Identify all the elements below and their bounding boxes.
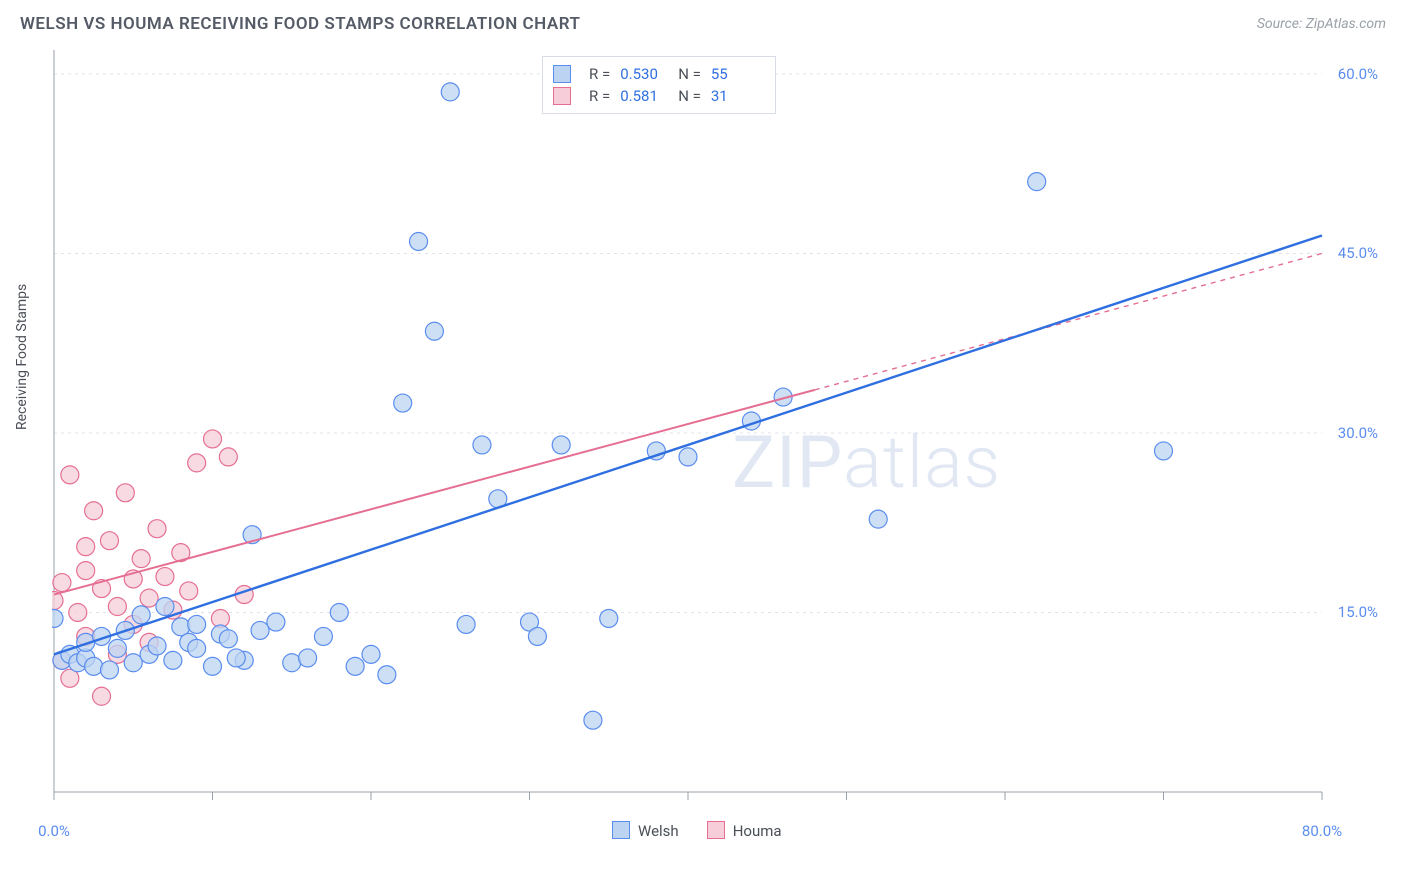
stats-legend: R = 0.530 N = 55 R = 0.581 N = 31 <box>542 56 776 114</box>
chart-area: R =0.530N =55R =0.581N =31 ZIPatlas Wels… <box>52 50 1382 810</box>
welsh-point <box>394 394 412 412</box>
x-tick-label: 0.0% <box>38 822 70 840</box>
welsh-point <box>164 651 182 669</box>
welsh-point <box>267 613 285 631</box>
r-value: 0.530 <box>620 65 668 83</box>
houma-point <box>140 589 158 607</box>
houma-point <box>61 466 79 484</box>
series-legend: Welsh Houma <box>612 821 782 840</box>
legend-item-welsh: Welsh <box>612 821 679 840</box>
houma-point <box>188 454 206 472</box>
houma-point <box>156 568 174 586</box>
welsh-point <box>100 661 118 679</box>
welsh-point <box>584 711 602 729</box>
welsh-point <box>148 637 166 655</box>
scatter-plot <box>52 50 1382 810</box>
welsh-point <box>204 657 222 675</box>
y-tick-label: 15.0% <box>1338 603 1378 621</box>
welsh-point <box>188 639 206 657</box>
welsh-point <box>425 322 443 340</box>
welsh-point <box>410 232 428 250</box>
y-axis-label: Receiving Food Stamps <box>14 284 30 430</box>
houma-point <box>219 448 237 466</box>
r-label: R = <box>589 87 610 105</box>
welsh-point <box>362 645 380 663</box>
welsh-point <box>108 639 126 657</box>
welsh-point <box>473 436 491 454</box>
welsh-point <box>132 606 150 624</box>
welsh-point <box>457 615 475 633</box>
welsh-point <box>679 448 697 466</box>
legend-label: Houma <box>733 822 782 840</box>
houma-point <box>85 502 103 520</box>
houma-point <box>100 532 118 550</box>
welsh-point <box>219 630 237 648</box>
houma-point <box>69 603 87 621</box>
houma-point <box>77 562 95 580</box>
welsh-point <box>330 603 348 621</box>
welsh-point <box>314 627 332 645</box>
welsh-trendline <box>54 236 1322 655</box>
houma-trendline-projection <box>815 253 1322 389</box>
houma-point <box>116 484 134 502</box>
welsh-point <box>346 657 364 675</box>
source-label: Source: ZipAtlas.com <box>1257 16 1386 32</box>
stats-row-welsh: R = 0.530 N = 55 <box>553 63 759 85</box>
houma-point <box>148 520 166 538</box>
n-value: 31 <box>711 87 759 105</box>
houma-swatch-icon <box>707 821 725 839</box>
welsh-point <box>552 436 570 454</box>
houma-point <box>108 598 126 616</box>
welsh-point <box>869 510 887 528</box>
welsh-point <box>227 649 245 667</box>
y-tick-label: 30.0% <box>1338 424 1378 442</box>
houma-point <box>53 574 71 592</box>
welsh-point <box>378 666 396 684</box>
welsh-point <box>528 627 546 645</box>
legend-item-houma: Houma <box>707 821 782 840</box>
welsh-point <box>85 657 103 675</box>
welsh-swatch-icon <box>612 821 630 839</box>
houma-point <box>180 582 198 600</box>
x-tick-label: 80.0% <box>1302 822 1342 840</box>
houma-point <box>77 538 95 556</box>
stats-row-houma: R = 0.581 N = 31 <box>553 85 759 107</box>
welsh-point <box>299 649 317 667</box>
welsh-point <box>1155 442 1173 460</box>
welsh-point <box>124 654 142 672</box>
welsh-point <box>600 609 618 627</box>
houma-point <box>204 430 222 448</box>
welsh-point <box>1028 173 1046 191</box>
legend-label: Welsh <box>638 822 679 840</box>
welsh-point <box>188 615 206 633</box>
y-tick-label: 60.0% <box>1338 65 1378 83</box>
houma-swatch-icon <box>553 87 571 105</box>
welsh-swatch-icon <box>553 65 571 83</box>
welsh-point <box>283 654 301 672</box>
r-value: 0.581 <box>620 87 668 105</box>
welsh-point <box>441 83 459 101</box>
y-tick-label: 45.0% <box>1338 244 1378 262</box>
r-label: R = <box>589 65 610 83</box>
n-label: N = <box>678 65 701 83</box>
n-label: N = <box>678 87 701 105</box>
houma-point <box>132 550 150 568</box>
welsh-point <box>251 621 269 639</box>
houma-point <box>93 687 111 705</box>
n-value: 55 <box>711 65 759 83</box>
chart-title: WELSH VS HOUMA RECEIVING FOOD STAMPS COR… <box>20 14 580 34</box>
houma-trendline <box>54 390 815 595</box>
welsh-point <box>156 598 174 616</box>
